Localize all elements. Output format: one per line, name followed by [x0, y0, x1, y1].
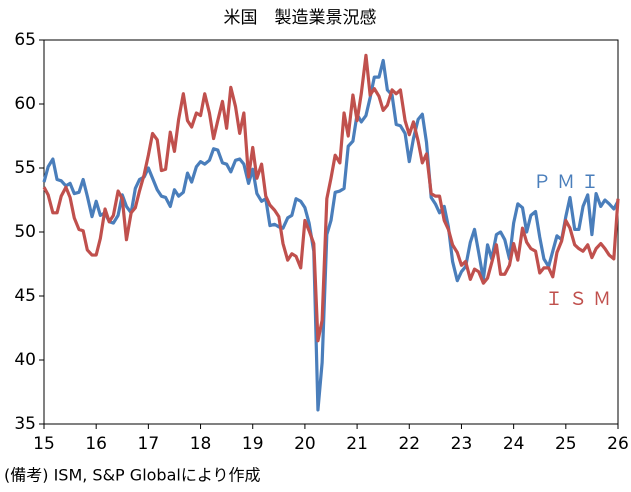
x-tick-label: 25 [555, 434, 577, 454]
series-label: ＩＳＭ [545, 289, 617, 310]
x-tick-label: 24 [503, 434, 525, 454]
x-tick-label: 22 [398, 434, 420, 454]
y-tick-label: 35 [14, 414, 36, 434]
line-series [42, 53, 620, 343]
chart-title: 米国 製造業景況感 [224, 8, 377, 28]
y-tick-label: 60 [14, 94, 36, 114]
series-label: ＰＭＩ [533, 172, 605, 193]
y-tick-label: 40 [14, 350, 36, 370]
x-tick-label: 26 [607, 434, 629, 454]
x-tick-label: 20 [294, 434, 316, 454]
x-tick-label: 15 [33, 434, 55, 454]
source-note: (備考) ISM, S&P Globalにより作成 [4, 466, 261, 485]
x-tick-label: 18 [190, 434, 212, 454]
y-tick-label: 55 [14, 158, 36, 178]
x-tick-label: 16 [85, 434, 107, 454]
x-tick-label: 23 [451, 434, 473, 454]
y-tick-label: 50 [14, 222, 36, 242]
plot-frame [43, 39, 619, 425]
y-tick-label: 65 [14, 30, 36, 50]
line-series [42, 58, 620, 412]
x-tick-label: 21 [346, 434, 368, 454]
x-tick-label: 19 [242, 434, 264, 454]
y-tick-label: 45 [14, 286, 36, 306]
x-tick-label: 17 [138, 434, 160, 454]
